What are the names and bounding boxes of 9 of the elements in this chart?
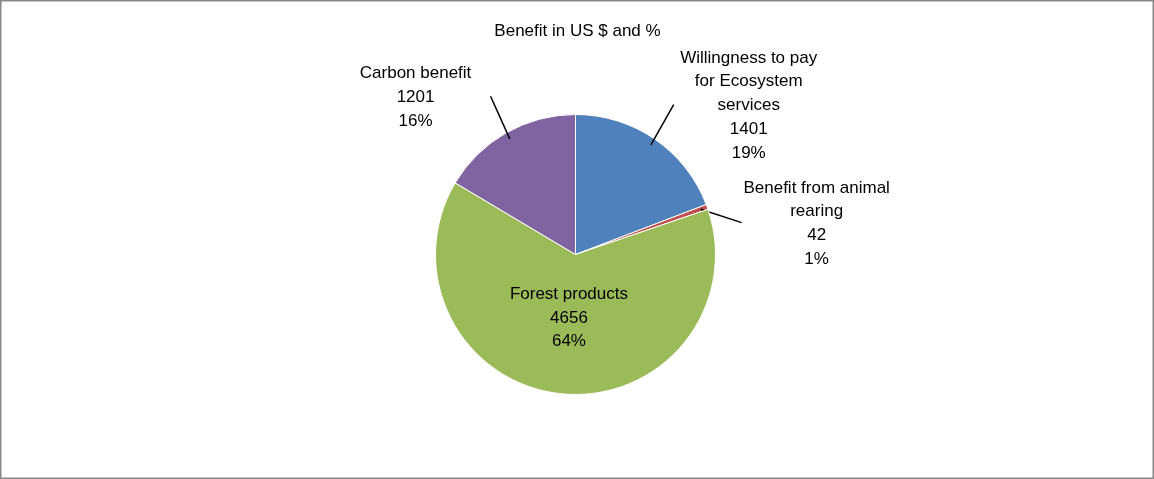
slice-label: Benefit from animal rearing: [743, 177, 890, 221]
data-label: 1401 19%: [729, 118, 768, 162]
data-label: 4656 64%: [550, 307, 588, 351]
slice-label: Carbon benefit: [359, 63, 472, 83]
slice-label: Forest products: [509, 283, 629, 303]
data-label: 1201 16%: [396, 86, 435, 130]
slice-label: Willingness to pay for Ecosystem services: [680, 47, 818, 115]
chart-title: Benefit in US $ and %: [494, 20, 661, 40]
data-label: 42 1%: [804, 225, 829, 268]
